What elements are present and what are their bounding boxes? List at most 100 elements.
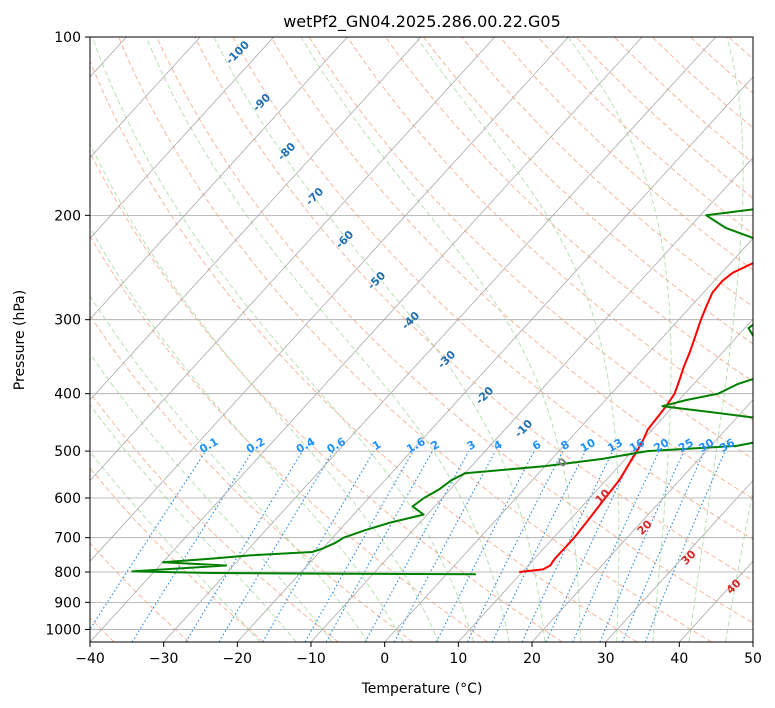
dry-adiabat-line bbox=[652, 37, 753, 129]
dry-adiabats bbox=[90, 37, 775, 642]
mixing-ratio-line bbox=[185, 450, 304, 642]
chart-title: wetPf2_GN04.2025.286.00.22.G05 bbox=[283, 12, 561, 32]
mixing-ratio-label: 1.6 bbox=[404, 435, 428, 456]
mixing-ratio-line bbox=[393, 450, 496, 642]
y-tick-label: 1000 bbox=[45, 622, 81, 638]
mixing-ratio-line bbox=[131, 450, 254, 642]
mixing-ratio-line bbox=[218, 450, 334, 642]
isotherm-line bbox=[90, 37, 643, 642]
mixing-ratio-label: 0.2 bbox=[244, 435, 267, 456]
moist-adiabat-line bbox=[90, 450, 261, 642]
moist-adiabat-line bbox=[416, 37, 620, 642]
dry-adiabat-line bbox=[728, 37, 753, 60]
dry-adiabat-line bbox=[90, 60, 638, 642]
x-tick-label: −10 bbox=[296, 651, 326, 667]
isotherm-line bbox=[531, 399, 753, 642]
dry-adiabat-line bbox=[537, 37, 753, 235]
dry-adiabat-label: -70 bbox=[303, 185, 326, 208]
dry-adiabat-line bbox=[90, 391, 339, 642]
isotherm-line bbox=[605, 479, 753, 642]
mixing-ratio-label: 25 bbox=[676, 436, 696, 455]
dry-adiabat-line bbox=[90, 151, 563, 642]
y-tick-label: 600 bbox=[54, 491, 81, 507]
dry-adiabat-line bbox=[270, 37, 753, 500]
temperature-profile-line bbox=[519, 262, 753, 573]
mixing-ratio-label: 0.4 bbox=[294, 435, 318, 456]
isotherm-line bbox=[458, 318, 753, 642]
x-tick-label: 0 bbox=[380, 651, 389, 667]
mixing-ratio-line bbox=[621, 450, 705, 642]
moist-adiabat-line bbox=[688, 37, 744, 642]
isobar-gridlines bbox=[90, 37, 753, 630]
dry-adiabat-line bbox=[690, 37, 753, 94]
isotherm-line bbox=[752, 641, 753, 642]
mixing-ratio-label: 13 bbox=[605, 436, 625, 455]
dry-adiabat-label: -60 bbox=[333, 228, 356, 251]
dry-adiabat-label: -20 bbox=[473, 384, 496, 407]
mixing-ratio-line bbox=[325, 450, 433, 642]
plot-frame bbox=[89, 36, 754, 643]
x-tick-label: 10 bbox=[449, 651, 467, 667]
mixing-ratio-label: 0.1 bbox=[197, 435, 220, 456]
moist-adiabat-line bbox=[91, 37, 475, 642]
dry-adiabat-line bbox=[194, 37, 753, 582]
isotherm-line bbox=[163, 37, 717, 642]
isotherm-line bbox=[310, 157, 753, 642]
dry-adiabat-line bbox=[767, 37, 775, 642]
x-tick-label: 20 bbox=[523, 651, 541, 667]
moist-adiabat-line bbox=[213, 37, 546, 642]
dry-adiabat-line bbox=[232, 37, 753, 540]
isoline-labels: -100-90-80-70-60-50-40-30-20-10010203040… bbox=[197, 38, 744, 597]
y-tick-label: 500 bbox=[54, 444, 81, 460]
dry-adiabat-label: -90 bbox=[250, 91, 273, 114]
mixing-ratio-line bbox=[467, 450, 564, 642]
dewpoint-profile-line bbox=[131, 208, 753, 576]
mixing-ratio-label: 36 bbox=[717, 436, 737, 455]
y-tick-label: 200 bbox=[54, 208, 81, 224]
isotherm-line bbox=[90, 37, 275, 239]
plot-area: -100-90-80-70-60-50-40-30-20-10010203040… bbox=[90, 37, 775, 642]
y-axis: 100 200 300 400 500 600 700 800 900 1000 bbox=[45, 30, 90, 638]
x-axis: −40 −30 −20 −10 0 10 20 30 40 50 bbox=[75, 642, 762, 667]
moist-adiabat-line bbox=[90, 294, 369, 642]
y-tick-label: 800 bbox=[54, 565, 81, 581]
x-axis-label: Temperature (°C) bbox=[361, 681, 483, 697]
mixing-ratio-line bbox=[644, 450, 726, 642]
x-tick-label: 40 bbox=[670, 651, 688, 667]
y-tick-label: 900 bbox=[54, 595, 81, 611]
dry-adiabat-label: -40 bbox=[399, 309, 422, 332]
y-tick-label: 400 bbox=[54, 387, 81, 403]
dry-adiabat-line bbox=[156, 37, 753, 624]
mixing-ratio-line bbox=[572, 450, 660, 642]
moist-adiabat-line bbox=[567, 37, 672, 642]
mixing-ratio-line bbox=[364, 450, 470, 642]
y-axis-label: Pressure (hPa) bbox=[12, 290, 28, 390]
mixing-ratio-line bbox=[304, 450, 414, 642]
x-tick-label: 30 bbox=[597, 651, 615, 667]
dry-adiabat-line bbox=[90, 314, 414, 642]
moist-adiabat-line bbox=[90, 142, 439, 642]
mixing-ratio-line bbox=[262, 450, 375, 642]
moist-adiabat-line bbox=[90, 404, 297, 642]
dry-adiabat-line bbox=[118, 37, 712, 642]
x-tick-label: −20 bbox=[223, 651, 253, 667]
dry-adiabat-label: -10 bbox=[512, 417, 535, 440]
moist-adiabat-line bbox=[90, 352, 333, 642]
dry-adiabat-line bbox=[385, 37, 753, 383]
moist-adiabats bbox=[90, 37, 753, 642]
dry-adiabat-line bbox=[90, 542, 190, 642]
mixing-ratio-line bbox=[599, 450, 685, 642]
dry-adiabat-label: 40 bbox=[724, 576, 744, 596]
isotherm-line bbox=[384, 237, 753, 642]
sounding-profiles bbox=[131, 208, 753, 576]
mixing-ratio-line bbox=[545, 450, 636, 642]
dry-adiabat-label: 30 bbox=[679, 547, 699, 567]
moist-adiabat-line bbox=[300, 37, 582, 642]
y-tick-label: 700 bbox=[54, 531, 81, 547]
isotherm-line bbox=[90, 37, 422, 401]
dry-adiabat-line bbox=[346, 37, 753, 421]
y-tick-label: 100 bbox=[54, 30, 81, 46]
dry-adiabat-label: -50 bbox=[365, 269, 388, 292]
